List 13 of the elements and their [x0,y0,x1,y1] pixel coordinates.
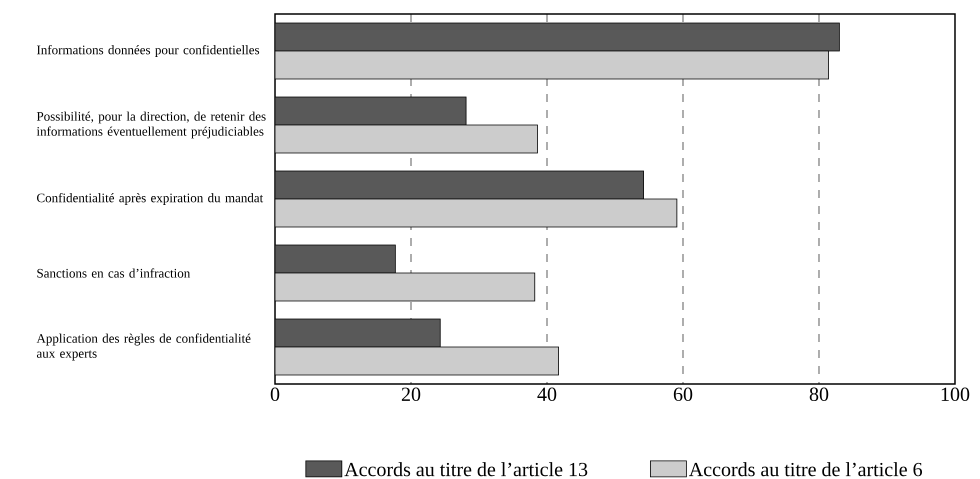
x-tick-label: 60 [674,388,692,402]
x-tick-label: 100 [942,388,970,402]
legend-label: Accords au titre de l’article 6 [688,462,922,476]
y-tick-label: Application des règles de confidentialité aux experts [36,334,250,360]
x-tick-label: 20 [402,388,420,402]
y-tick-label: Possibilité, pour la direction, de retenir des informations éventuellement préjudiciables [36,112,266,138]
x-tick-label: 0 [270,388,280,402]
legend-label: Accords au titre de l’article 13 [344,462,588,476]
y-tick-label: Sanctions en cas d’infraction [37,268,190,278]
x-tick-label: 80 [810,388,828,402]
x-tick-label: 40 [537,388,556,402]
y-tick-label: Confidentialité après expiration du mandat [37,193,264,205]
y-tick-label: Informations données pour confidentielles [36,45,260,57]
